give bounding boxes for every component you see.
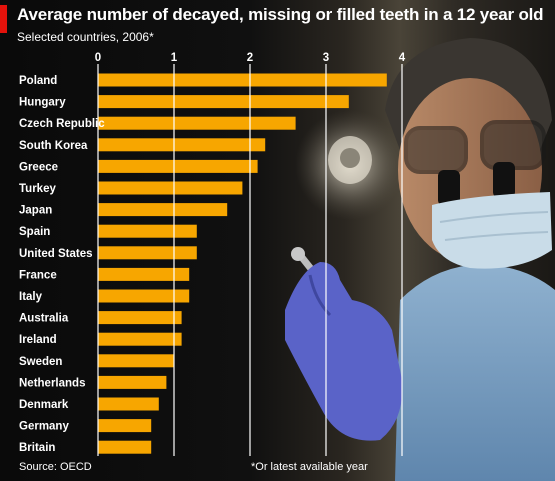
category-label-13: Sweden (19, 356, 62, 368)
bar-8 (98, 246, 197, 260)
bar-2 (98, 116, 296, 130)
category-label-3: South Korea (19, 140, 88, 152)
category-label-1: Hungary (19, 97, 66, 109)
category-label-4: Greece (19, 161, 58, 173)
bar-1 (98, 95, 349, 109)
category-label-5: Turkey (19, 183, 56, 195)
x-tick-label-1: 1 (171, 52, 178, 64)
chart-title: Average number of decayed, missing or fi… (17, 5, 544, 24)
accent-tag (0, 5, 7, 33)
category-label-9: France (19, 269, 57, 281)
bar-10 (98, 289, 190, 303)
category-label-0: Poland (19, 75, 57, 87)
category-label-12: Ireland (19, 334, 57, 346)
bar-7 (98, 224, 197, 238)
bar-17 (98, 440, 152, 454)
source-note: Source: OECD (19, 461, 92, 473)
bar-16 (98, 419, 152, 433)
category-label-17: Britain (19, 442, 55, 454)
bar-4 (98, 159, 258, 173)
category-label-6: Japan (19, 205, 52, 217)
bar-6 (98, 203, 228, 217)
category-label-15: Denmark (19, 399, 69, 411)
bar-11 (98, 311, 182, 325)
chart-subtitle: Selected countries, 2006* (17, 30, 154, 44)
category-label-7: Spain (19, 226, 50, 238)
bar-0 (98, 73, 387, 87)
category-label-14: Netherlands (19, 377, 85, 389)
bar-3 (98, 138, 266, 152)
bar-15 (98, 397, 159, 411)
category-label-16: Germany (19, 421, 69, 433)
x-tick-label-2: 2 (247, 52, 253, 64)
bar-9 (98, 267, 190, 281)
bar-5 (98, 181, 243, 195)
footnote: *Or latest available year (251, 461, 368, 473)
bar-13 (98, 354, 174, 368)
bar-12 (98, 332, 182, 346)
category-label-10: Italy (19, 291, 43, 303)
bar-14 (98, 375, 167, 389)
category-label-2: Czech Republic (19, 118, 105, 130)
x-tick-label-4: 4 (399, 52, 406, 64)
x-tick-label-0: 0 (95, 52, 101, 64)
category-label-11: Australia (19, 313, 69, 325)
category-label-8: United States (19, 248, 93, 260)
x-tick-label-3: 3 (323, 52, 329, 64)
